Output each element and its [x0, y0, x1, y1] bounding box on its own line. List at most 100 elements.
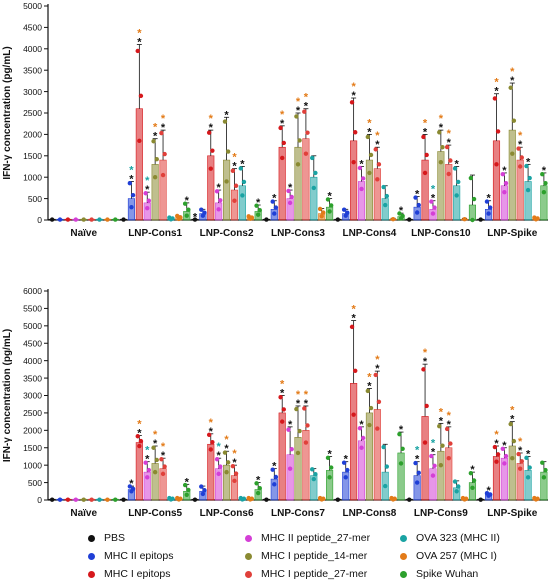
legend-item-mhc-i-epitops: MHC I epitops	[88, 568, 171, 580]
bar-lnp-cons1-mhc-i-epitops	[135, 108, 143, 221]
significance-asterisk: *	[439, 113, 444, 125]
data-point	[524, 455, 529, 461]
x-tick-label: LNP-Spike	[487, 508, 537, 519]
data-point	[305, 130, 310, 135]
data-point	[430, 211, 436, 216]
y-tick-label: 4000	[23, 44, 42, 54]
data-point	[365, 388, 371, 394]
data-point	[241, 496, 247, 501]
data-point	[381, 444, 386, 450]
data-point	[200, 491, 206, 497]
legend-dot	[245, 552, 252, 560]
data-point	[89, 497, 94, 502]
significance-asterisk: *	[232, 161, 237, 173]
legend-dot	[88, 552, 95, 560]
data-point	[325, 455, 331, 461]
bar-lnp-cons9-mhc-i-peptide-27-mer	[445, 447, 453, 501]
data-point	[257, 485, 262, 491]
significance-asterisk: *	[209, 122, 214, 134]
data-point	[525, 187, 531, 193]
data-point	[270, 467, 275, 472]
data-point	[446, 171, 451, 177]
data-point	[146, 467, 152, 473]
data-point	[487, 205, 493, 210]
data-point	[278, 395, 283, 400]
data-point	[376, 399, 382, 404]
y-tick-label: 500	[28, 478, 42, 488]
data-point	[468, 175, 474, 181]
significance-asterisk: *	[280, 118, 285, 130]
data-point	[287, 200, 293, 206]
data-point	[113, 497, 118, 502]
data-point	[535, 216, 540, 221]
data-point	[519, 459, 524, 464]
y-tick-label: 2500	[23, 108, 42, 118]
data-point	[214, 457, 220, 462]
data-point	[495, 129, 501, 134]
data-point	[178, 496, 183, 501]
bar-lnp-cons7-mhc-ii-peptide-27-mer	[286, 454, 294, 501]
significance-asterisk: *	[296, 105, 301, 117]
significance-asterisk: *	[217, 450, 222, 462]
data-point	[230, 464, 236, 469]
data-point	[368, 405, 374, 411]
data-point	[192, 217, 198, 222]
data-point	[448, 158, 453, 163]
significance-asterisk: *	[129, 173, 134, 185]
data-point	[206, 130, 212, 135]
significance-asterisk: *	[153, 438, 158, 450]
data-point	[202, 210, 207, 215]
significance-asterisk: *	[423, 126, 428, 138]
significance-asterisk: *	[224, 109, 229, 121]
data-point	[238, 166, 243, 171]
x-tick-label: LNP-Cons6	[200, 508, 254, 519]
data-point	[484, 199, 490, 204]
data-point	[257, 207, 262, 213]
data-point	[241, 179, 247, 185]
data-point	[311, 476, 316, 482]
data-point	[503, 453, 509, 459]
x-tick-label: LNP-Cons4	[342, 228, 396, 239]
significance-asterisk: *	[494, 77, 499, 89]
data-point	[430, 473, 436, 478]
significance-asterisk: *	[153, 122, 158, 134]
legend-item-pbs: PBS	[88, 532, 125, 544]
data-point	[152, 175, 158, 180]
data-point	[400, 446, 405, 451]
data-point	[437, 130, 442, 135]
y-tick-label: 4500	[23, 23, 42, 33]
data-point	[97, 217, 102, 222]
data-point	[159, 130, 164, 136]
x-tick-label: LNP-Cons3	[271, 228, 325, 239]
bar-lnp-cons2-mhc-i-peptide-27-mer	[230, 189, 239, 221]
data-point	[414, 210, 420, 215]
data-point	[145, 475, 150, 480]
data-point	[270, 199, 275, 204]
data-point	[452, 479, 458, 484]
bar-lnp-cons9-mhc-i-peptide-14-mer	[437, 450, 445, 501]
significance-asterisk: *	[217, 441, 222, 453]
data-point	[254, 481, 259, 486]
data-point	[287, 466, 293, 471]
data-point	[210, 439, 215, 445]
data-point	[321, 496, 326, 501]
significance-asterisk: *	[296, 96, 301, 108]
data-point	[494, 162, 499, 167]
data-point	[353, 130, 358, 135]
data-point	[222, 119, 228, 124]
legend-dot	[245, 534, 252, 542]
significance-asterisk: *	[185, 195, 190, 207]
data-point	[240, 193, 245, 198]
data-point	[456, 484, 461, 489]
significance-asterisk: *	[327, 191, 332, 203]
data-point	[519, 155, 524, 160]
significance-asterisk: *	[494, 438, 499, 450]
bar-lnp-cons10-ova-323-mhc-ii	[453, 185, 461, 221]
legend: PBS MHC II epitops MHC I epitops MHC II …	[0, 530, 550, 586]
significance-asterisk: *	[423, 347, 428, 359]
significance-asterisk: *	[431, 184, 436, 196]
data-point	[89, 217, 94, 222]
data-point	[357, 165, 363, 171]
data-point	[527, 175, 532, 181]
x-tick-label: LNP-Cons2	[200, 228, 254, 239]
